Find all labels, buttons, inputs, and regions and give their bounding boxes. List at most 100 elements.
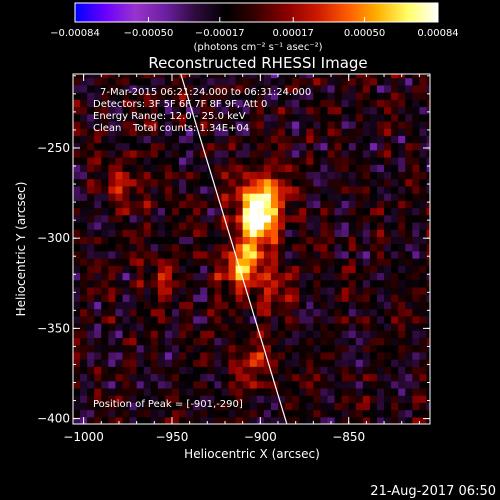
heatmap-cell xyxy=(398,380,406,389)
heatmap-cell xyxy=(179,272,187,281)
heatmap-cell xyxy=(348,243,357,252)
heatmap-cell xyxy=(101,92,109,100)
heatmap-cell xyxy=(73,171,81,180)
heatmap-cell xyxy=(369,294,378,302)
heatmap-cell xyxy=(136,243,145,252)
heatmap-cell xyxy=(285,214,293,223)
heatmap-cell xyxy=(157,301,166,310)
heatmap-cell xyxy=(256,409,265,418)
heatmap-cell xyxy=(362,142,371,151)
heatmap-cell xyxy=(426,250,430,259)
heatmap-cell xyxy=(214,200,223,209)
heatmap-cell xyxy=(313,416,322,424)
heatmap-cell xyxy=(391,359,399,367)
heatmap-cell xyxy=(376,301,385,310)
heatmap-cell xyxy=(369,156,378,165)
heatmap-cell xyxy=(73,74,81,79)
heatmap-cell xyxy=(200,366,208,375)
heatmap-cell xyxy=(200,373,208,382)
heatmap-cell xyxy=(384,120,392,129)
heatmap-cell xyxy=(306,178,314,187)
heatmap-cell xyxy=(115,344,124,353)
heatmap-cell xyxy=(405,416,413,424)
heatmap-cell xyxy=(87,229,95,237)
heatmap-cell xyxy=(313,387,322,396)
heatmap-cell xyxy=(278,395,286,403)
heatmap-cell xyxy=(108,77,117,86)
heatmap-cell xyxy=(362,106,371,115)
heatmap-cell xyxy=(249,113,258,122)
heatmap-cell xyxy=(391,315,399,324)
heatmap-cell xyxy=(426,395,430,403)
heatmap-cell xyxy=(419,92,428,100)
heatmap-cell xyxy=(73,380,81,389)
heatmap-cell xyxy=(171,77,180,86)
heatmap-cell xyxy=(306,84,314,93)
heatmap-cell xyxy=(122,77,131,86)
heatmap-cell xyxy=(391,380,399,389)
heatmap-cell xyxy=(412,77,420,86)
colorbar-gradient xyxy=(75,3,438,22)
heatmap-cell xyxy=(143,380,152,389)
heatmap-cell xyxy=(419,106,428,115)
heatmap-cell xyxy=(384,409,392,418)
heatmap-cell xyxy=(285,258,293,266)
heatmap-cell xyxy=(419,128,428,136)
heatmap-cell xyxy=(136,178,145,187)
heatmap-cell xyxy=(419,99,428,108)
heatmap-cell xyxy=(398,294,406,302)
heatmap-cell xyxy=(334,373,343,382)
heatmap-cell xyxy=(157,156,166,165)
heatmap-cell xyxy=(221,416,230,424)
heatmap-cell xyxy=(207,279,215,288)
heatmap-cell xyxy=(164,294,173,302)
heatmap-cell xyxy=(80,359,88,367)
heatmap-cell xyxy=(419,351,428,360)
heatmap-cell xyxy=(313,113,322,122)
heatmap-cell xyxy=(256,229,265,237)
heatmap-cell xyxy=(221,366,230,375)
heatmap-cell xyxy=(426,409,430,418)
heatmap-cell xyxy=(320,120,329,129)
heatmap-cell xyxy=(207,99,215,108)
heatmap-cell xyxy=(94,229,102,237)
heatmap-cell xyxy=(419,359,428,367)
heatmap-cell xyxy=(122,156,131,165)
heatmap-cell xyxy=(313,99,322,108)
annotation-clean: Clean xyxy=(93,123,121,134)
heatmap-cell xyxy=(391,128,399,136)
heatmap-cell xyxy=(207,178,215,187)
heatmap-cell xyxy=(256,84,265,93)
heatmap-cell xyxy=(384,149,392,158)
heatmap-cell xyxy=(164,301,173,310)
heatmap-cell xyxy=(256,272,265,281)
heatmap-cell xyxy=(94,315,102,324)
heatmap-cell xyxy=(80,135,88,144)
heatmap-cell xyxy=(179,74,187,79)
heatmap-cell xyxy=(412,366,420,375)
heatmap-cell xyxy=(426,221,430,230)
heatmap-cell xyxy=(171,308,180,317)
heatmap-cell xyxy=(186,294,194,302)
heatmap-cell xyxy=(306,236,314,245)
colorbar-tick-label: −0.00050 xyxy=(124,28,174,39)
heatmap-cell xyxy=(256,200,265,209)
heatmap-cell xyxy=(101,322,109,331)
heatmap-cell xyxy=(164,221,173,230)
heatmap-cell xyxy=(405,286,413,295)
heatmap-cell xyxy=(242,351,251,360)
heatmap-cell xyxy=(221,113,230,122)
heatmap-cell xyxy=(384,128,392,136)
heatmap-cell xyxy=(143,243,152,252)
heatmap-cell xyxy=(306,286,314,295)
heatmap-cell xyxy=(306,359,314,367)
heatmap-cell xyxy=(193,322,201,331)
heatmap-cell xyxy=(242,214,251,223)
heatmap-cell xyxy=(306,366,314,375)
heatmap-cell xyxy=(143,330,152,339)
heatmap-cell xyxy=(249,380,258,389)
heatmap-cell xyxy=(157,99,166,108)
heatmap-cell xyxy=(186,171,194,180)
heatmap-cell xyxy=(292,265,300,274)
heatmap-cell xyxy=(376,322,385,331)
